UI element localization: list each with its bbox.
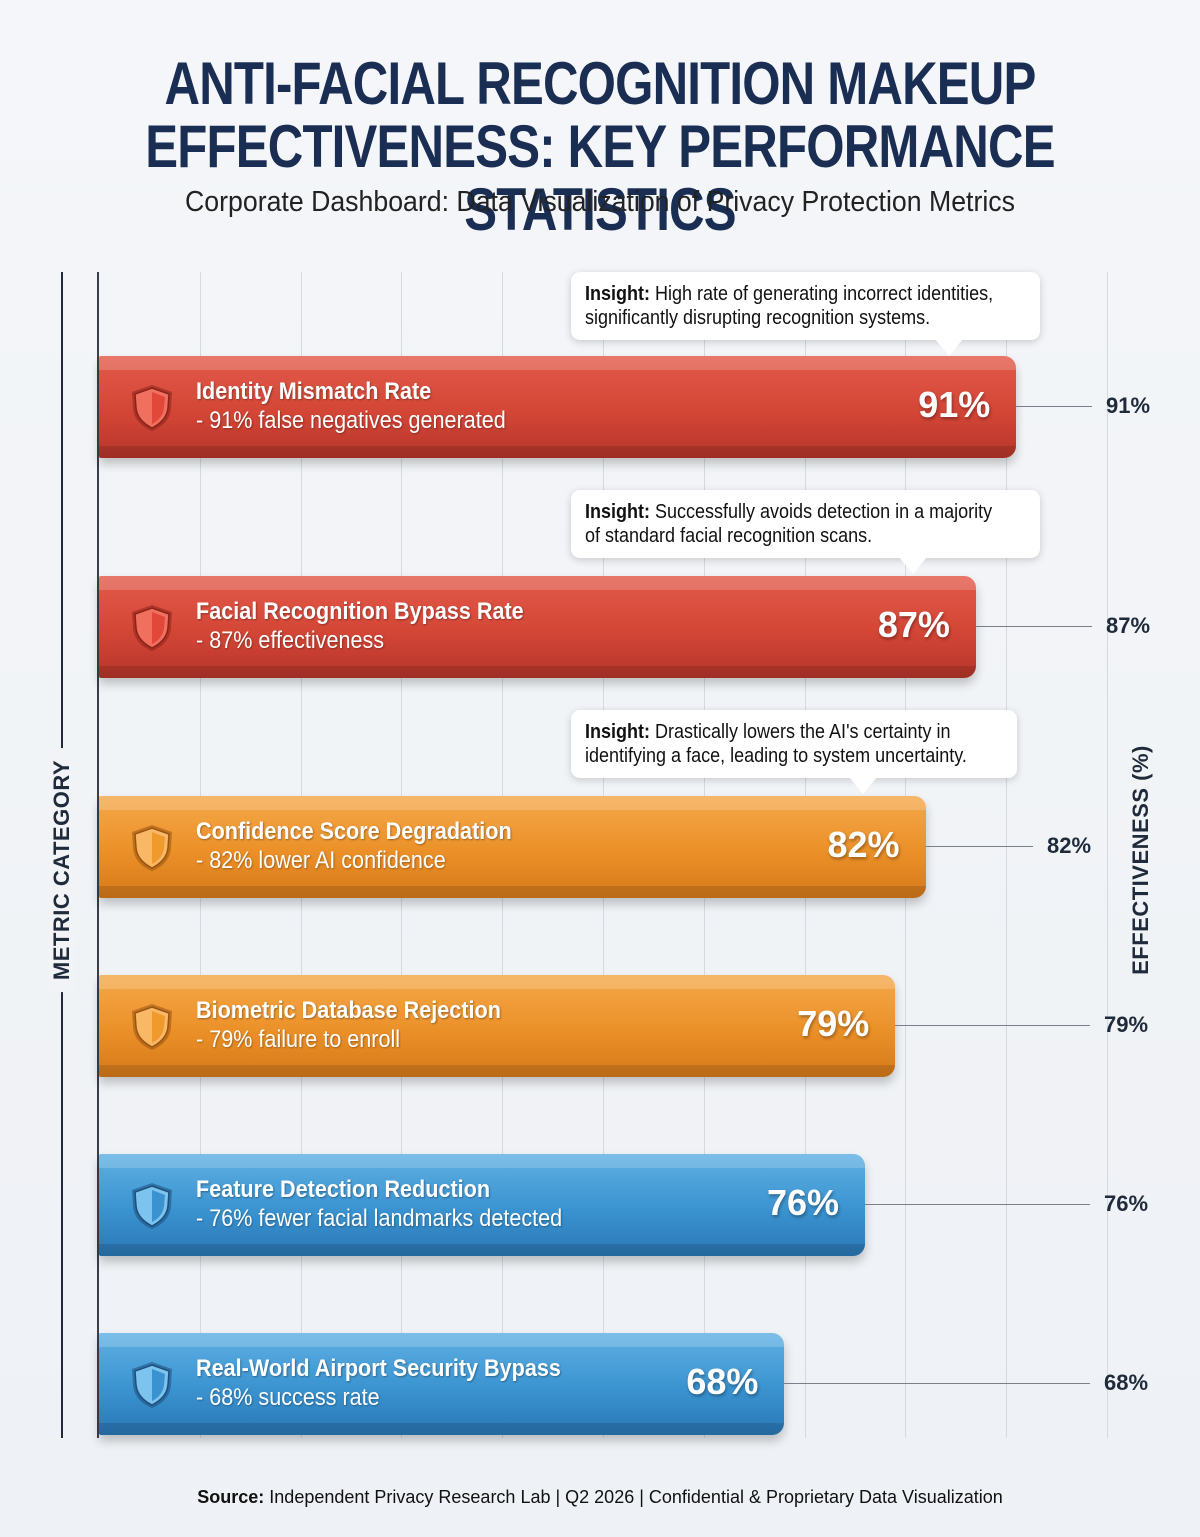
y-axis-label: METRIC CATEGORY bbox=[49, 747, 75, 993]
value-leader-line bbox=[784, 1383, 1090, 1384]
value-leader-line bbox=[895, 1025, 1090, 1026]
axis-value-label: 91% bbox=[1106, 393, 1151, 418]
bar-highlight bbox=[99, 975, 896, 989]
axis-value-label: 79% bbox=[1104, 1012, 1149, 1037]
insight-text: Successfully avoids detection in a major… bbox=[649, 501, 993, 523]
shield-icon bbox=[132, 1004, 172, 1050]
bar-value-label: 76% bbox=[767, 1182, 840, 1223]
value-leader-line bbox=[865, 1204, 1090, 1205]
value-axis-baseline bbox=[97, 272, 99, 1438]
bar-description: - 82% lower AI confidence bbox=[196, 847, 446, 874]
source-note: Source: Independent Privacy Research Lab… bbox=[0, 1487, 1200, 1508]
gridline bbox=[1107, 272, 1108, 1438]
bar: Confidence Score Degradation - 82% lower … bbox=[99, 796, 926, 898]
insight-text: Drastically lowers the AI's certainty in bbox=[649, 721, 951, 743]
insight-callout: Insight: Successfully avoids detection i… bbox=[571, 490, 1040, 574]
source-label: Source: bbox=[197, 1487, 265, 1507]
callout-pointer bbox=[899, 557, 927, 574]
bar: Identity Mismatch Rate - 91% false negati… bbox=[99, 356, 1017, 458]
axis-value-label: 87% bbox=[1106, 613, 1151, 638]
shield-icon bbox=[132, 825, 172, 871]
shield-icon bbox=[132, 1183, 172, 1229]
insight-text: identifying a face, leading to system un… bbox=[585, 745, 967, 767]
bar-shadow-edge bbox=[99, 1423, 785, 1435]
bar-description: - 91% false negatives generated bbox=[196, 407, 506, 434]
callout-pointer bbox=[849, 777, 877, 794]
value-leader-line bbox=[925, 846, 1033, 847]
bar: Biometric Database Rejection - 79% failur… bbox=[99, 975, 896, 1077]
value-leader-line bbox=[975, 626, 1092, 627]
bar-description: - 68% success rate bbox=[196, 1384, 380, 1411]
bar-category-label: Biometric Database Rejection bbox=[196, 997, 501, 1024]
shield-icon bbox=[132, 605, 172, 651]
bar-shadow-edge bbox=[99, 446, 1017, 458]
value-leader-line bbox=[1016, 406, 1092, 407]
axis-value-label: 68% bbox=[1104, 1370, 1149, 1395]
bar-description: - 76% fewer facial landmarks detected bbox=[196, 1205, 563, 1232]
insight-text: of standard facial recognition scans. bbox=[585, 525, 873, 547]
bar-highlight bbox=[99, 1333, 785, 1347]
bar-value-label: 87% bbox=[877, 604, 950, 645]
insight-callout: Insight: High rate of generating incorre… bbox=[571, 272, 1040, 356]
insight-callout: Insight: Drastically lowers the AI's cer… bbox=[571, 710, 1017, 794]
bar-shadow-edge bbox=[99, 1065, 896, 1077]
bar-shadow-edge bbox=[99, 1244, 866, 1256]
bar-value-label: 91% bbox=[918, 384, 991, 425]
axis-value-label: 82% bbox=[1047, 833, 1092, 858]
bar-highlight bbox=[99, 796, 926, 810]
bar-category-label: Feature Detection Reduction bbox=[196, 1176, 491, 1203]
insight-label: Insight: bbox=[585, 721, 650, 743]
insight-label: Insight: bbox=[585, 501, 650, 523]
title-line-1: ANTI-FACIAL RECOGNITION MAKEUP bbox=[164, 50, 1036, 117]
callout-pointer bbox=[935, 339, 963, 356]
shield-icon bbox=[132, 385, 172, 431]
bar-value-label: 79% bbox=[797, 1003, 870, 1044]
bar: Facial Recognition Bypass Rate - 87% effe… bbox=[99, 576, 976, 678]
title-line-2: EFFECTIVENESS: KEY PERFORMANCE STATISTIC… bbox=[145, 113, 1055, 243]
bar-shadow-edge bbox=[99, 666, 976, 678]
bar-category-label: Facial Recognition Bypass Rate bbox=[196, 598, 524, 625]
bar-shadow-edge bbox=[99, 886, 926, 898]
gridline bbox=[1006, 272, 1008, 1438]
axis-value-label: 76% bbox=[1104, 1191, 1149, 1216]
bar-value-label: 82% bbox=[827, 824, 900, 865]
source-text: Independent Privacy Research Lab | Q2 20… bbox=[269, 1487, 1003, 1507]
chart-subtitle: Corporate Dashboard: Data Visualization … bbox=[185, 186, 1015, 218]
insight-label: Insight: bbox=[585, 283, 650, 305]
insight-text: significantly disrupting recognition sys… bbox=[585, 307, 931, 329]
bar: Real-World Airport Security Bypass - 68% … bbox=[99, 1333, 785, 1435]
x-axis-label: EFFECTIVENESS (%) bbox=[1128, 745, 1153, 975]
bar: Feature Detection Reduction - 76% fewer f… bbox=[99, 1154, 866, 1256]
bar-description: - 79% failure to enroll bbox=[196, 1026, 401, 1053]
bar-highlight bbox=[99, 576, 976, 590]
insight-text: High rate of generating incorrect identi… bbox=[649, 283, 994, 305]
bar-category-label: Confidence Score Degradation bbox=[196, 818, 512, 845]
bar-value-label: 68% bbox=[686, 1361, 759, 1402]
bar-highlight bbox=[99, 1154, 866, 1168]
shield-icon bbox=[132, 1362, 172, 1408]
bar-category-label: Real-World Airport Security Bypass bbox=[196, 1355, 561, 1382]
bar-category-label: Identity Mismatch Rate bbox=[196, 378, 432, 405]
bar-description: - 87% effectiveness bbox=[196, 627, 385, 654]
bar-highlight bbox=[99, 356, 1017, 370]
chart-title: ANTI-FACIAL RECOGNITION MAKEUP EFFECTIVE… bbox=[108, 52, 1092, 241]
